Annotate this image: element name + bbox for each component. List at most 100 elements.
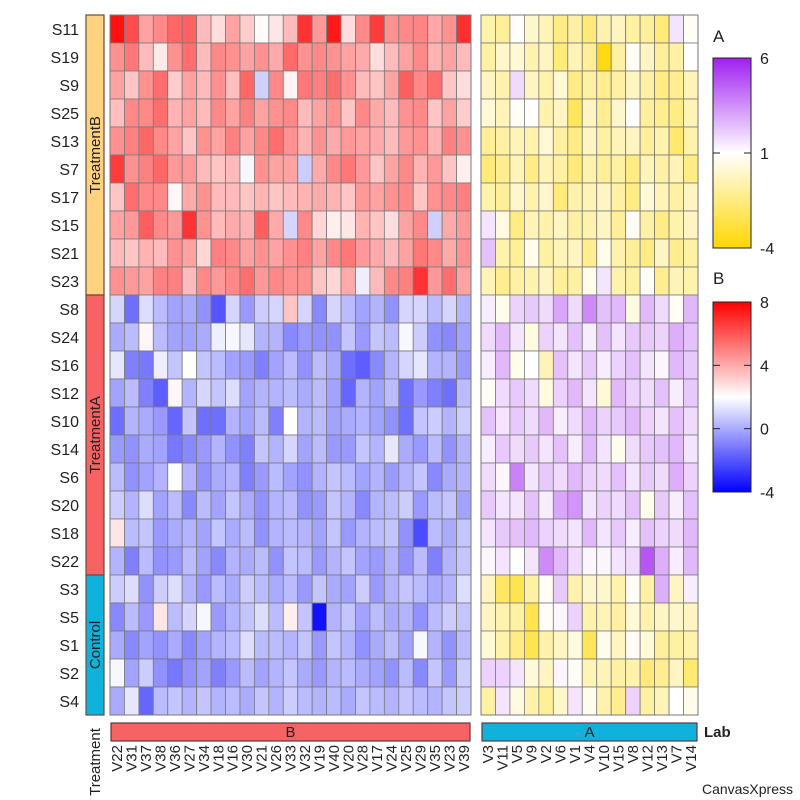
heatmap-cell: [398, 238, 414, 268]
heatmap-cell: [109, 182, 125, 212]
heatmap-cell: [210, 210, 226, 240]
heatmap-cell: [509, 266, 525, 296]
heatmap-cell: [239, 266, 255, 296]
heatmap-cell: [239, 602, 255, 632]
heatmap-cell: [412, 154, 429, 184]
column-label: V22: [109, 745, 126, 772]
heatmap-cell: [225, 154, 241, 184]
heatmap-cell: [167, 658, 183, 688]
heatmap-cell: [369, 518, 385, 548]
heatmap-cell: [524, 70, 540, 100]
heatmap-cell: [152, 42, 169, 72]
column-label: V21: [254, 745, 271, 772]
heatmap-cell: [383, 602, 400, 632]
heatmap-cell: [524, 182, 540, 212]
heatmap-cell: [581, 98, 598, 128]
heatmap-cell: [355, 546, 371, 576]
heatmap-cell: [427, 630, 443, 660]
heatmap-cell: [138, 70, 154, 100]
heatmap-cell: [124, 434, 140, 464]
heatmap-cell: [355, 630, 371, 660]
column-label: V4: [582, 745, 599, 763]
heatmap-cell: [326, 434, 342, 464]
heatmap-cell: [427, 350, 443, 380]
heatmap-cell: [456, 434, 472, 464]
heatmap-cell: [239, 546, 255, 576]
heatmap-cell: [326, 350, 342, 380]
heatmap-cell: [239, 630, 255, 660]
heatmap-cell: [456, 630, 472, 660]
heatmap-cell: [109, 98, 125, 128]
heatmap-cell: [524, 630, 540, 660]
heatmap-cell: [456, 350, 472, 380]
heatmap-cell: [124, 266, 140, 296]
heatmap-cell: [610, 602, 627, 632]
heatmap-cell: [668, 238, 684, 268]
heatmap-cell: [683, 574, 699, 604]
heatmap-cell: [581, 574, 598, 604]
heatmap-cell: [427, 574, 443, 604]
heatmap-cell: [340, 462, 356, 492]
heatmap-cell: [567, 266, 583, 296]
heatmap-cell: [268, 210, 284, 240]
heatmap-cell: [268, 182, 284, 212]
heatmap-cell: [441, 42, 457, 72]
heatmap-cell: [355, 490, 371, 520]
heatmap-cell: [239, 154, 255, 184]
row-label: S3: [59, 582, 79, 599]
heatmap-cell: [480, 434, 496, 464]
heatmap-cell: [225, 266, 241, 296]
heatmap-cell: [210, 602, 226, 632]
heatmap-cell: [167, 434, 183, 464]
heatmap-cell: [610, 126, 627, 156]
heatmap-cell: [383, 42, 400, 72]
heatmap-cell: [282, 70, 299, 100]
heatmap-cell: [253, 630, 270, 660]
heatmap-cell: [683, 42, 699, 72]
heatmap-cell: [596, 210, 612, 240]
heatmap-cell: [625, 238, 641, 268]
heatmap-cell: [181, 238, 198, 268]
heatmap-cell: [138, 434, 154, 464]
heatmap-cell: [239, 70, 255, 100]
heatmap-cell: [369, 406, 385, 436]
heatmap-cell: [441, 350, 457, 380]
heatmap-cell: [109, 630, 125, 660]
row-group-label: Control: [87, 621, 104, 669]
heatmap-cell: [683, 322, 699, 352]
column-label: V5: [509, 745, 526, 763]
heatmap-cell: [509, 546, 525, 576]
heatmap-cell: [668, 490, 684, 520]
heatmap-block-a: [480, 14, 699, 716]
heatmap-cell: [167, 154, 183, 184]
heatmap-cell: [253, 266, 270, 296]
heatmap-cell: [596, 686, 612, 716]
heatmap-cell: [495, 378, 511, 408]
heatmap-cell: [355, 210, 371, 240]
heatmap-cell: [297, 182, 313, 212]
heatmap-cell: [683, 434, 699, 464]
column-group-segment: [110, 722, 471, 742]
heatmap-cell: [225, 322, 241, 352]
heatmap-cell: [340, 322, 356, 352]
heatmap-cell: [398, 210, 414, 240]
heatmap-cell: [412, 238, 429, 268]
heatmap-cell: [253, 378, 270, 408]
heatmap-cell: [495, 462, 511, 492]
heatmap-cell: [639, 378, 656, 408]
heatmap-cell: [210, 70, 226, 100]
heatmap-cell: [196, 266, 212, 296]
heatmap-cell: [340, 630, 356, 660]
heatmap-cell: [124, 70, 140, 100]
heatmap-cell: [610, 546, 627, 576]
heatmap-cell: [412, 434, 429, 464]
heatmap-cell: [311, 42, 328, 72]
heatmap-cell: [654, 70, 670, 100]
heatmap-cell: [538, 658, 554, 688]
heatmap-cell: [239, 686, 255, 716]
heatmap-cell: [124, 154, 140, 184]
heatmap-cell: [480, 630, 496, 660]
heatmap-cell: [282, 378, 299, 408]
heatmap-cell: [668, 518, 684, 548]
